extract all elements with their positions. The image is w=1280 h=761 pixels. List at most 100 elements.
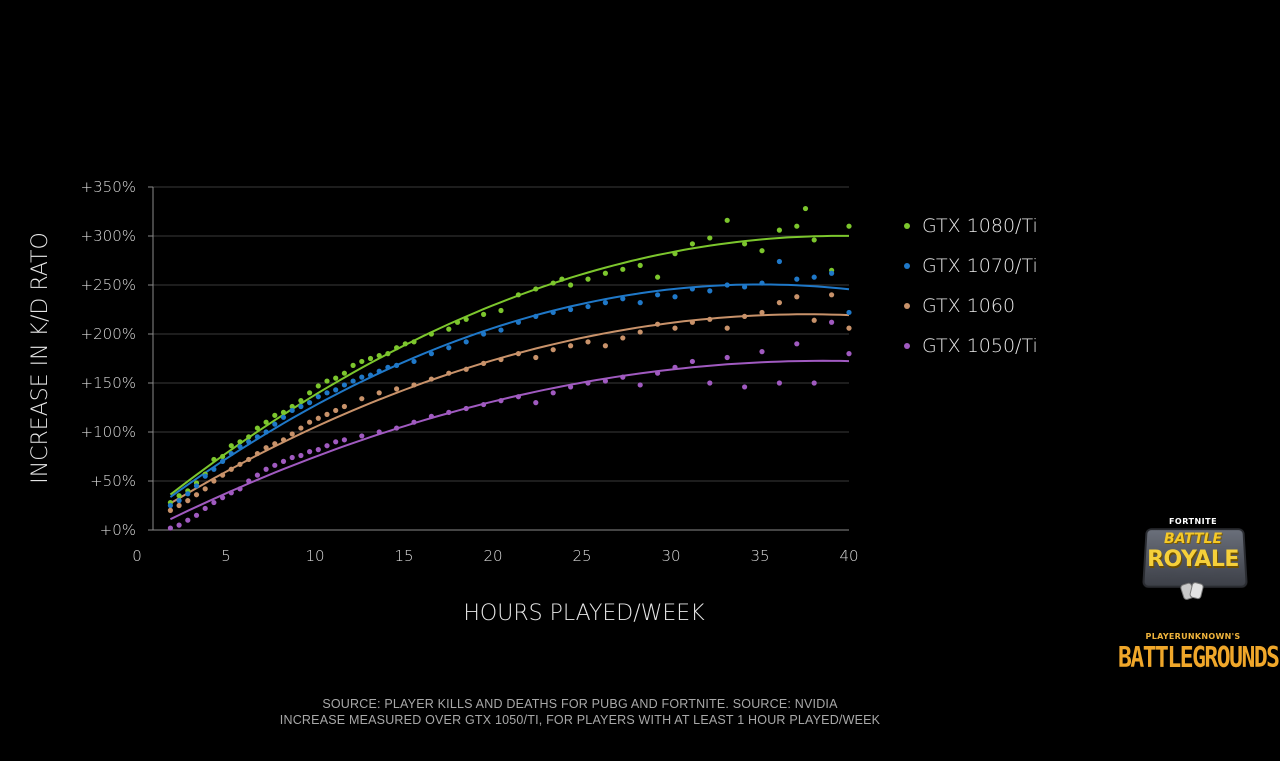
point-gtx-1070ti [202, 473, 208, 479]
point-gtx-1080ti [498, 307, 504, 314]
point-gtx-1080ti [280, 409, 287, 415]
point-gtx-1070ti [846, 309, 852, 316]
x-axis-title: HOURS PLAYED/WEEK [463, 601, 705, 626]
trendline-gtx-1050ti [169, 359, 850, 521]
y-tick-label: +250% [81, 276, 136, 294]
point-gtx-1080ti [289, 403, 295, 410]
point-gtx-1050ti [498, 398, 504, 404]
point-gtx-1060 [463, 366, 469, 372]
point-gtx-1050ti [211, 499, 217, 506]
point-gtx-1080ti [402, 341, 408, 347]
point-gtx-1070ti [220, 458, 226, 464]
point-gtx-1080ti [454, 319, 461, 325]
point-gtx-1060 [846, 325, 852, 331]
point-gtx-1070ti [794, 276, 800, 282]
point-gtx-1070ti [263, 429, 269, 435]
trendline-gtx-1060 [169, 313, 850, 505]
point-gtx-1080ti [550, 280, 556, 286]
legend-label-gtx-1050ti: GTX 1050/Ti [922, 335, 1038, 357]
point-gtx-1080ti [742, 241, 748, 247]
point-gtx-1060 [254, 450, 260, 457]
point-gtx-1080ti [655, 274, 661, 280]
point-gtx-1070ti [446, 345, 452, 351]
point-gtx-1080ti [428, 331, 434, 337]
trendline-gtx-1080ti [169, 234, 849, 496]
legend-label-gtx-1080ti: GTX 1080/Ti [922, 215, 1038, 237]
logo-text-battlegrounds: BATTLEGROUNDS [1118, 642, 1280, 675]
tick-labels: +0% +50% +100% +150% +200% +250% +300% +350% 0 5 1… [81, 178, 859, 565]
point-gtx-1070ti [324, 390, 330, 396]
x-tick-label: 0 [132, 547, 142, 565]
point-gtx-1050ti [246, 478, 252, 484]
point-gtx-1080ti [802, 205, 809, 212]
point-gtx-1080ti [724, 217, 730, 223]
legend-label-gtx-1070ti: GTX 1070/Ti [922, 255, 1038, 277]
point-gtx-1060 [298, 425, 304, 431]
point-gtx-1050ti [341, 437, 347, 443]
point-gtx-1060 [498, 356, 504, 363]
point-gtx-1060 [220, 472, 226, 478]
point-gtx-1050ti [237, 486, 243, 492]
logo-text-playerunknowns: PLAYERUNKNOWN'S [1145, 632, 1241, 641]
point-gtx-1050ti [463, 405, 469, 412]
logo-text-royale: ROYALE [1147, 547, 1239, 572]
point-gtx-1070ti [341, 382, 347, 388]
y-tick-label: +350% [81, 178, 136, 196]
point-gtx-1050ti [176, 522, 182, 528]
point-gtx-1060 [672, 325, 678, 331]
point-gtx-1080ti [394, 345, 400, 351]
point-gtx-1080ti [341, 370, 347, 376]
point-gtx-1070ti [515, 319, 522, 325]
point-gtx-1080ti [846, 223, 852, 229]
point-gtx-1050ti [359, 433, 365, 439]
legend-item: GTX 1060 [900, 286, 1038, 326]
point-gtx-1080ti [568, 282, 574, 288]
measurement-footnote: INCREASE MEASURED OVER GTX 1050/TI, FOR … [279, 713, 881, 727]
point-gtx-1050ti [776, 380, 783, 386]
point-gtx-1060 [185, 498, 191, 504]
point-gtx-1070ti [428, 351, 434, 357]
x-tick-label: 10 [305, 547, 324, 565]
point-gtx-1070ti [359, 374, 365, 380]
point-gtx-1050ti [533, 400, 539, 406]
point-gtx-1080ti [263, 419, 269, 425]
point-gtx-1080ti [672, 251, 678, 257]
point-gtx-1070ti [228, 450, 234, 457]
point-gtx-1060 [193, 492, 200, 498]
point-gtx-1080ti [759, 248, 765, 254]
point-gtx-1060 [655, 321, 661, 327]
point-gtx-1080ti [376, 352, 382, 359]
point-gtx-1060 [394, 386, 400, 392]
point-gtx-1060 [829, 292, 835, 298]
point-gtx-1060 [280, 437, 287, 443]
point-gtx-1060 [585, 339, 591, 345]
logo-text-fortnite: FORTNITE [1168, 517, 1218, 526]
point-gtx-1050ti [759, 349, 765, 355]
point-gtx-1070ti [333, 387, 339, 393]
point-gtx-1060 [272, 441, 278, 447]
point-gtx-1070ti [315, 394, 321, 400]
point-gtx-1070ti [707, 288, 713, 294]
point-gtx-1050ti [602, 378, 609, 384]
pubg-battlegrounds-logo: PLAYERUNKNOWN'S BATTLEGROUNDS [1118, 630, 1280, 676]
point-gtx-1080ti [689, 241, 696, 247]
point-gtx-1050ti [620, 374, 626, 380]
point-gtx-1050ti [637, 382, 643, 388]
point-gtx-1060 [428, 376, 434, 382]
point-gtx-1060 [307, 419, 313, 425]
point-gtx-1050ti [202, 505, 208, 512]
point-gtx-1080ti [298, 398, 304, 404]
axes [148, 186, 849, 531]
point-gtx-1060 [620, 335, 626, 341]
legend-dot-gtx-1050ti [904, 343, 910, 349]
point-gtx-1050ti [324, 443, 330, 449]
point-gtx-1080ti [811, 237, 817, 243]
point-gtx-1050ti [228, 490, 234, 496]
point-gtx-1070ti [307, 400, 313, 406]
fortnite-battle-royale-logo: FORTNITE BATTLE ROYALE [1140, 513, 1248, 603]
point-gtx-1050ti [550, 390, 556, 396]
point-gtx-1050ti [376, 429, 382, 435]
point-gtx-1070ti [585, 303, 591, 310]
point-gtx-1050ti [794, 341, 800, 347]
